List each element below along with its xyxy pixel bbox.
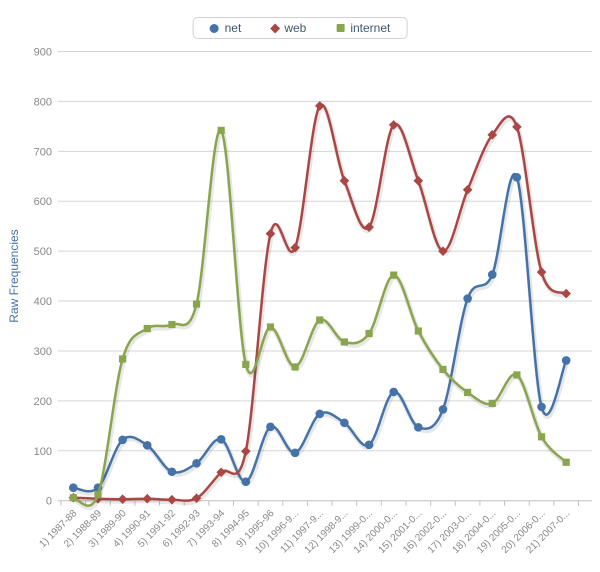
data-point-net[interactable]	[266, 422, 275, 432]
data-point-web[interactable]	[216, 467, 226, 478]
legend-item-net[interactable]: net	[209, 21, 242, 35]
legend-label-net: net	[224, 21, 242, 35]
data-point-web[interactable]	[512, 122, 522, 132]
data-point-net[interactable]	[142, 440, 152, 450]
data-point-internet[interactable]	[291, 363, 299, 371]
data-point-internet[interactable]	[464, 388, 472, 396]
data-point-web[interactable]	[388, 120, 399, 130]
data-point-internet[interactable]	[365, 329, 373, 338]
data-point-internet[interactable]	[69, 494, 77, 502]
data-point-net[interactable]	[216, 435, 226, 444]
data-point-web[interactable]	[191, 493, 202, 504]
data-point-internet[interactable]	[390, 271, 398, 279]
data-point-net[interactable]	[315, 409, 325, 419]
data-point-web[interactable]	[117, 494, 128, 505]
data-point-internet[interactable]	[537, 433, 546, 441]
data-point-web[interactable]	[487, 130, 498, 140]
legend-label-internet: internet	[350, 21, 391, 35]
data-point-web[interactable]	[364, 222, 374, 232]
y-tick-label: 600	[34, 196, 52, 208]
data-point-internet[interactable]	[242, 360, 250, 369]
data-point-net[interactable]	[487, 270, 497, 279]
data-point-net[interactable]	[537, 402, 546, 412]
data-point-internet[interactable]	[192, 300, 201, 308]
data-point-internet[interactable]	[513, 371, 521, 379]
data-point-web[interactable]	[241, 446, 251, 457]
data-point-net[interactable]	[340, 418, 349, 428]
data-point-net[interactable]	[512, 172, 522, 182]
data-point-internet[interactable]	[119, 355, 127, 363]
data-point-internet[interactable]	[414, 327, 422, 335]
data-point-internet[interactable]	[340, 338, 348, 346]
data-point-web[interactable]	[290, 242, 300, 253]
data-point-net[interactable]	[118, 435, 127, 445]
y-tick-label: 100	[34, 446, 52, 458]
y-tick-label: 200	[34, 396, 52, 408]
legend-label-web: web	[284, 21, 307, 35]
data-point-net[interactable]	[561, 356, 571, 365]
data-point-net[interactable]	[414, 423, 423, 432]
data-point-web[interactable]	[462, 184, 473, 195]
data-point-net[interactable]	[167, 467, 177, 477]
web-diamond-marker-icon	[269, 23, 280, 33]
y-tick-label: 700	[34, 146, 52, 158]
internet-square-marker-icon	[336, 24, 345, 32]
data-point-web[interactable]	[339, 175, 350, 186]
data-point-web[interactable]	[536, 267, 547, 277]
y-tick-label: 500	[34, 246, 52, 258]
y-axis-title: Raw Frequencies	[7, 229, 21, 323]
data-point-net[interactable]	[438, 405, 448, 414]
data-point-internet[interactable]	[488, 399, 496, 407]
y-tick-label: 400	[34, 296, 52, 308]
data-point-net[interactable]	[364, 440, 374, 450]
y-tick-label: 900	[34, 47, 52, 59]
legend-item-internet[interactable]: internet	[336, 21, 390, 35]
data-point-internet[interactable]	[439, 365, 447, 374]
data-point-web[interactable]	[438, 246, 448, 256]
data-point-internet[interactable]	[168, 320, 176, 329]
data-point-net[interactable]	[290, 448, 300, 458]
y-tick-label: 800	[34, 96, 52, 108]
data-point-net[interactable]	[69, 483, 78, 493]
net-circle-marker-icon	[209, 23, 219, 33]
data-point-net[interactable]	[241, 477, 251, 487]
data-point-internet[interactable]	[217, 126, 225, 134]
data-point-net[interactable]	[192, 458, 201, 468]
data-point-web[interactable]	[167, 494, 177, 505]
data-point-web[interactable]	[142, 493, 153, 504]
legend: net web internet	[192, 17, 408, 39]
data-point-internet[interactable]	[266, 323, 275, 331]
data-point-net[interactable]	[389, 387, 398, 397]
legend-item-web[interactable]: web	[269, 21, 307, 35]
data-point-internet[interactable]	[143, 324, 151, 333]
data-point-web[interactable]	[561, 288, 571, 299]
y-tick-label: 0	[46, 496, 52, 508]
data-point-internet[interactable]	[562, 458, 570, 466]
data-point-web[interactable]	[265, 228, 276, 239]
data-point-web[interactable]	[314, 101, 325, 111]
data-point-internet[interactable]	[94, 491, 102, 499]
y-tick-label: 300	[34, 346, 52, 358]
data-point-web[interactable]	[413, 175, 424, 186]
data-point-net[interactable]	[463, 294, 472, 303]
data-point-internet[interactable]	[316, 316, 324, 324]
